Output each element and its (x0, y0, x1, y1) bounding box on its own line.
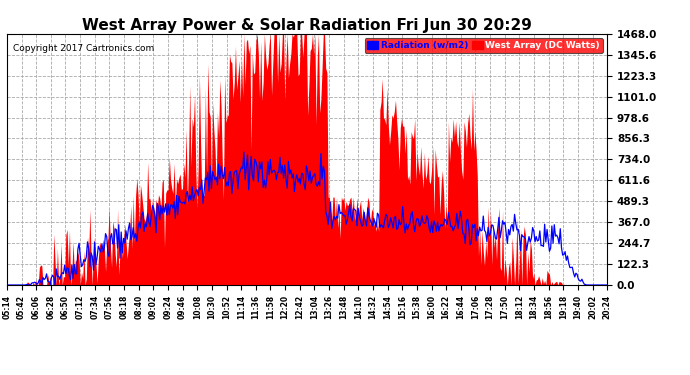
Legend: Radiation (w/m2), West Array (DC Watts): Radiation (w/m2), West Array (DC Watts) (364, 38, 602, 53)
Text: Copyright 2017 Cartronics.com: Copyright 2017 Cartronics.com (13, 44, 154, 53)
Title: West Array Power & Solar Radiation Fri Jun 30 20:29: West Array Power & Solar Radiation Fri J… (82, 18, 532, 33)
